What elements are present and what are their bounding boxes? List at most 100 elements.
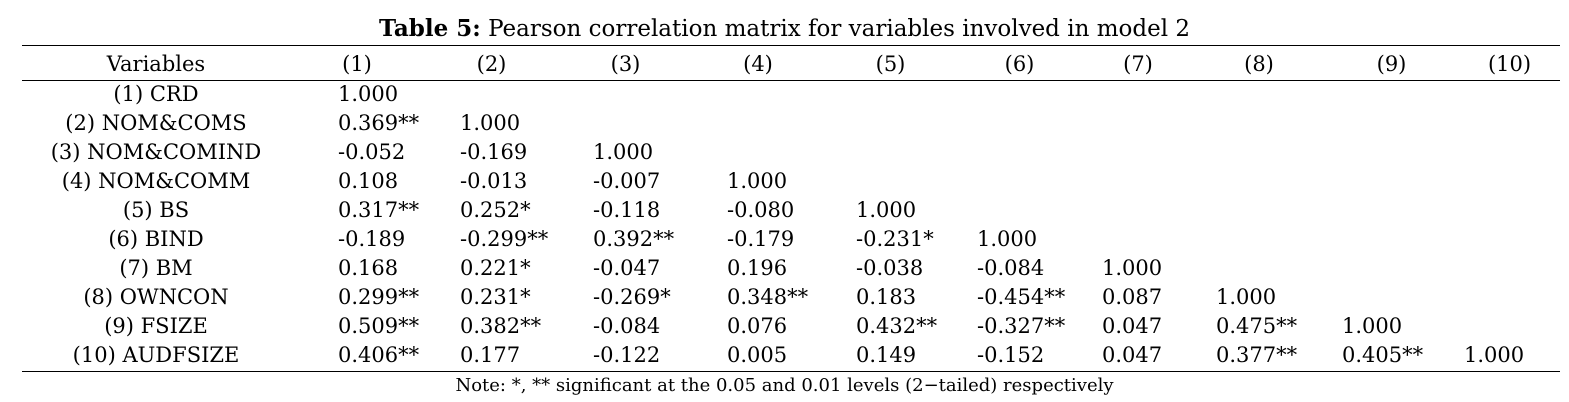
table-cell: 0.392** bbox=[593, 227, 675, 251]
table-cell bbox=[1194, 80, 1324, 109]
table-cell: -0.080 bbox=[727, 198, 795, 222]
column-header-4: (4) bbox=[743, 52, 773, 76]
table-row: (5) BS 0.317** 0.252* -0.118 -0.080 1.000 bbox=[22, 196, 1560, 225]
table-cell bbox=[824, 138, 957, 167]
table-row: (7) BM 0.168 0.221* -0.047 0.196 -0.038 -0.084… bbox=[22, 254, 1560, 283]
table-cell: 0.168 bbox=[338, 256, 399, 280]
table-cell bbox=[957, 196, 1082, 225]
table-cell: -0.052 bbox=[338, 140, 406, 164]
table-cell: 1.000 bbox=[1464, 343, 1525, 367]
table-cell bbox=[1459, 254, 1560, 283]
table-cell bbox=[692, 109, 824, 138]
column-header-variables: Variables bbox=[106, 52, 206, 76]
table-cell bbox=[1082, 167, 1194, 196]
row-label: (1) CRD bbox=[113, 82, 199, 106]
table-cell: -0.327** bbox=[977, 314, 1066, 338]
table-cell bbox=[1459, 167, 1560, 196]
column-header-2: (2) bbox=[476, 52, 507, 76]
table-row: (6) BIND -0.189 -0.299** 0.392** -0.179 -0.23… bbox=[22, 225, 1560, 254]
table-cell bbox=[1082, 225, 1194, 254]
table-cell bbox=[1194, 109, 1324, 138]
table-row: (8) OWNCON 0.299** 0.231* -0.269* 0.348** 0.1… bbox=[22, 283, 1560, 312]
row-label: (8) OWNCON bbox=[83, 285, 229, 309]
table-cell bbox=[957, 138, 1082, 167]
table-cell: 0.252* bbox=[460, 198, 531, 222]
row-label: (6) BIND bbox=[108, 227, 204, 251]
column-header-5: (5) bbox=[875, 52, 906, 76]
table-cell bbox=[824, 80, 957, 109]
table-cell: 1.000 bbox=[593, 140, 654, 164]
table-cell: 0.348** bbox=[727, 285, 809, 309]
table-row: (1) CRD 1.000 bbox=[22, 80, 1560, 109]
table-row: (2) NOM&COMS 0.369** 1.000 bbox=[22, 109, 1560, 138]
table-cell bbox=[1324, 196, 1459, 225]
row-label: (7) BM bbox=[119, 256, 193, 280]
table-cell bbox=[1459, 283, 1560, 312]
header-rule bbox=[22, 80, 1560, 81]
table-cell bbox=[1459, 312, 1560, 341]
table-cell bbox=[692, 138, 824, 167]
table-cell: 0.149 bbox=[856, 343, 917, 367]
row-label: (9) FSIZE bbox=[104, 314, 208, 338]
table-cell: 0.382** bbox=[460, 314, 542, 338]
column-header-1: (1) bbox=[342, 52, 372, 76]
table-cell bbox=[1459, 138, 1560, 167]
table-cell: 0.475** bbox=[1216, 314, 1298, 338]
table-cell: -0.189 bbox=[338, 227, 406, 251]
table-cell: -0.013 bbox=[460, 169, 528, 193]
table-cell bbox=[1194, 196, 1324, 225]
table-cell: 0.369** bbox=[338, 111, 420, 135]
table-title-text: Pearson correlation matrix for variables… bbox=[480, 16, 1190, 42]
table-cell bbox=[1459, 196, 1560, 225]
table-cell: 0.108 bbox=[338, 169, 399, 193]
table-note: Note: *, ** significant at the 0.05 and … bbox=[455, 375, 1114, 396]
table-cell: 0.509** bbox=[338, 314, 420, 338]
table-cell bbox=[1194, 167, 1324, 196]
table-cell bbox=[1324, 167, 1459, 196]
table-cell bbox=[1324, 109, 1459, 138]
table-cell bbox=[1324, 283, 1459, 312]
table-row: (9) FSIZE 0.509** 0.382** -0.084 0.076 0.432*… bbox=[22, 312, 1560, 341]
column-header-8: (8) bbox=[1244, 52, 1274, 76]
table-cell: 0.047 bbox=[1102, 343, 1163, 367]
table-cell: 0.087 bbox=[1102, 285, 1163, 309]
table-cell: 1.000 bbox=[338, 82, 399, 106]
table-cell: -0.084 bbox=[977, 256, 1045, 280]
bottom-rule bbox=[22, 371, 1560, 372]
table-cell bbox=[692, 80, 824, 109]
row-label: (4) NOM&COMM bbox=[61, 169, 251, 193]
column-header-10: (10) bbox=[1487, 52, 1532, 76]
table-cell bbox=[1459, 80, 1560, 109]
table-cell: 0.231* bbox=[460, 285, 531, 309]
row-label: (10) AUDFSIZE bbox=[72, 343, 240, 367]
table-cell: 0.047 bbox=[1102, 314, 1163, 338]
table-cell: -0.038 bbox=[856, 256, 924, 280]
table-cell: 0.076 bbox=[727, 314, 788, 338]
table-cell bbox=[559, 109, 692, 138]
table-cell bbox=[1459, 225, 1560, 254]
table-cell: -0.084 bbox=[593, 314, 661, 338]
correlation-matrix-table: Variables (1) (2) (3) (4) (5) (6) (7) (8… bbox=[22, 48, 1560, 370]
table-cell: -0.118 bbox=[593, 198, 661, 222]
column-header-6: (6) bbox=[1004, 52, 1035, 76]
row-label: (2) NOM&COMS bbox=[65, 111, 247, 135]
table-cell bbox=[824, 109, 957, 138]
table-row: (3) NOM&COMIND -0.052 -0.169 1.000 bbox=[22, 138, 1560, 167]
table-cell: 0.299** bbox=[338, 285, 420, 309]
table-cell: 0.177 bbox=[460, 343, 521, 367]
table-cell bbox=[957, 80, 1082, 109]
table-cell bbox=[424, 80, 559, 109]
table-cell bbox=[559, 80, 692, 109]
table-cell: -0.231* bbox=[856, 227, 934, 251]
table-cell: -0.122 bbox=[593, 343, 661, 367]
table-cell: 1.000 bbox=[856, 198, 917, 222]
table-cell: -0.454** bbox=[977, 285, 1066, 309]
column-header-9: (9) bbox=[1376, 52, 1407, 76]
table-cell: 1.000 bbox=[727, 169, 788, 193]
table-cell bbox=[1082, 80, 1194, 109]
table-row: (4) NOM&COMM 0.108 -0.013 -0.007 1.000 bbox=[22, 167, 1560, 196]
table-cell bbox=[1082, 109, 1194, 138]
table-row: (10) AUDFSIZE 0.406** 0.177 -0.122 0.005 0.14… bbox=[22, 341, 1560, 370]
table-cell bbox=[1324, 138, 1459, 167]
table-cell bbox=[1324, 80, 1459, 109]
